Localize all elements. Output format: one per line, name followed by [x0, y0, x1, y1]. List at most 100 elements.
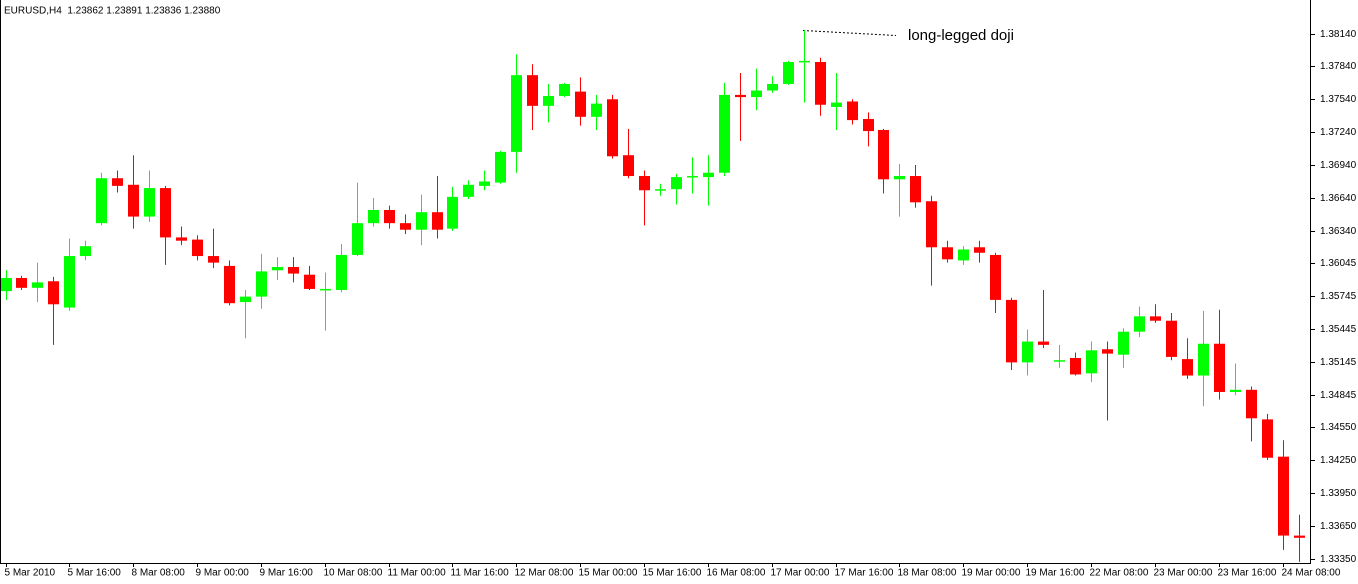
chart-header: EURUSD,H4 1.23862 1.23891 1.23836 1.2388…	[4, 6, 221, 17]
candle-body	[320, 288, 331, 291]
x-tick-label: 10 Mar 08:00	[324, 568, 383, 579]
candle-body	[799, 60, 810, 63]
candle-body	[176, 237, 187, 241]
candle-body	[384, 210, 395, 224]
candle-body	[208, 256, 219, 263]
x-tick-label: 18 Mar 08:00	[898, 568, 957, 579]
y-tick-label: 1.33950	[1320, 488, 1357, 499]
y-tick-label: 1.37540	[1320, 94, 1357, 105]
y-tick-label: 1.35745	[1320, 291, 1357, 302]
candle-body	[96, 178, 107, 224]
annotation-leader	[802, 30, 897, 36]
x-tick-label: 22 Mar 08:00	[1090, 568, 1149, 579]
y-tick-label: 1.36340	[1320, 226, 1357, 237]
x-tick-label: 8 Mar 08:00	[132, 568, 186, 579]
candle-body	[719, 94, 730, 173]
x-tick-label: 5 Mar 2010	[5, 568, 56, 579]
candle-body	[623, 155, 634, 177]
candle-body	[144, 188, 155, 217]
x-tick-label: 11 Mar 16:00	[451, 568, 510, 579]
candle-body	[847, 101, 858, 121]
candle-body	[224, 265, 235, 304]
candle-body	[671, 177, 682, 190]
candle-body	[1246, 389, 1257, 419]
candle-body	[336, 254, 347, 291]
candle-body	[1230, 389, 1241, 392]
y-tick-label: 1.37840	[1320, 61, 1357, 72]
candle-body	[1166, 320, 1177, 357]
candle-body	[463, 184, 474, 197]
candle-body	[1118, 331, 1129, 355]
candle-body	[1294, 535, 1305, 538]
x-tick-label: 12 Mar 08:00	[515, 568, 574, 579]
x-tick-label: 17 Mar 00:00	[771, 568, 830, 579]
x-tick-label: 9 Mar 16:00	[260, 568, 314, 579]
candle-body	[1278, 456, 1289, 536]
candle-body	[926, 201, 937, 248]
candle-body	[735, 94, 746, 98]
candle-body	[1038, 341, 1049, 345]
y-tick-label: 1.35145	[1320, 357, 1357, 368]
candle-body	[543, 95, 554, 106]
x-tick-label: 5 Mar 16:00	[68, 568, 122, 579]
y-tick-label: 1.37240	[1320, 127, 1357, 138]
candle-body	[783, 62, 794, 84]
candle-body	[1006, 299, 1017, 363]
x-tick-label: 17 Mar 16:00	[835, 568, 894, 579]
candle-body	[1182, 359, 1193, 376]
candle-body	[1, 277, 12, 292]
x-tick-label: 19 Mar 00:00	[962, 568, 1021, 579]
candle-body	[511, 75, 522, 152]
candle-body	[639, 176, 650, 191]
candle-body	[878, 129, 889, 180]
candle-body	[288, 267, 299, 274]
candle-body	[16, 277, 27, 288]
candle-body	[128, 184, 139, 217]
candle-body	[751, 90, 762, 98]
candle-body	[527, 75, 538, 106]
candle-body	[304, 274, 315, 289]
x-tick-label: 16 Mar 08:00	[707, 568, 766, 579]
candle-body	[368, 210, 379, 224]
y-tick-label: 1.34250	[1320, 455, 1357, 466]
y-tick-label: 1.36640	[1320, 193, 1357, 204]
candle-body	[48, 281, 59, 305]
candle-body	[64, 256, 75, 308]
candle-body	[559, 83, 570, 96]
candle-body	[1102, 349, 1113, 354]
candle-body	[910, 176, 921, 203]
x-tick-label: 24 Mar 08:00	[1282, 568, 1341, 579]
x-tick-label: 11 Mar 00:00	[388, 568, 447, 579]
x-tick-label: 15 Mar 00:00	[579, 568, 638, 579]
y-tick-label: 1.34550	[1320, 422, 1357, 433]
y-tick-label: 1.33350	[1320, 554, 1357, 565]
candle-body	[80, 246, 91, 257]
candle-body	[1054, 360, 1065, 362]
candle-body	[990, 254, 1001, 300]
x-tick-label: 23 Mar 00:00	[1154, 568, 1213, 579]
candle-body	[416, 212, 427, 230]
candle-body	[1086, 350, 1097, 374]
candle-body	[607, 99, 618, 157]
annotation: long-legged doji	[908, 27, 1014, 44]
candle-body	[112, 178, 123, 186]
candle-body	[942, 247, 953, 260]
candle-body	[831, 102, 842, 107]
candle-body	[958, 249, 969, 261]
candle-body	[256, 271, 267, 297]
y-tick-label: 1.38140	[1320, 29, 1357, 40]
y-tick-label: 1.36940	[1320, 160, 1357, 171]
candle-body	[591, 103, 602, 117]
candle-body	[160, 188, 171, 238]
candle-body	[272, 267, 283, 271]
candle-body	[32, 282, 43, 288]
candle-body	[687, 176, 698, 178]
candle-body	[400, 223, 411, 230]
x-tick-label: 15 Mar 16:00	[643, 568, 702, 579]
candle-body	[1070, 357, 1081, 375]
candle-body	[352, 223, 363, 255]
candle-body	[655, 189, 666, 191]
candle-body	[863, 119, 874, 132]
